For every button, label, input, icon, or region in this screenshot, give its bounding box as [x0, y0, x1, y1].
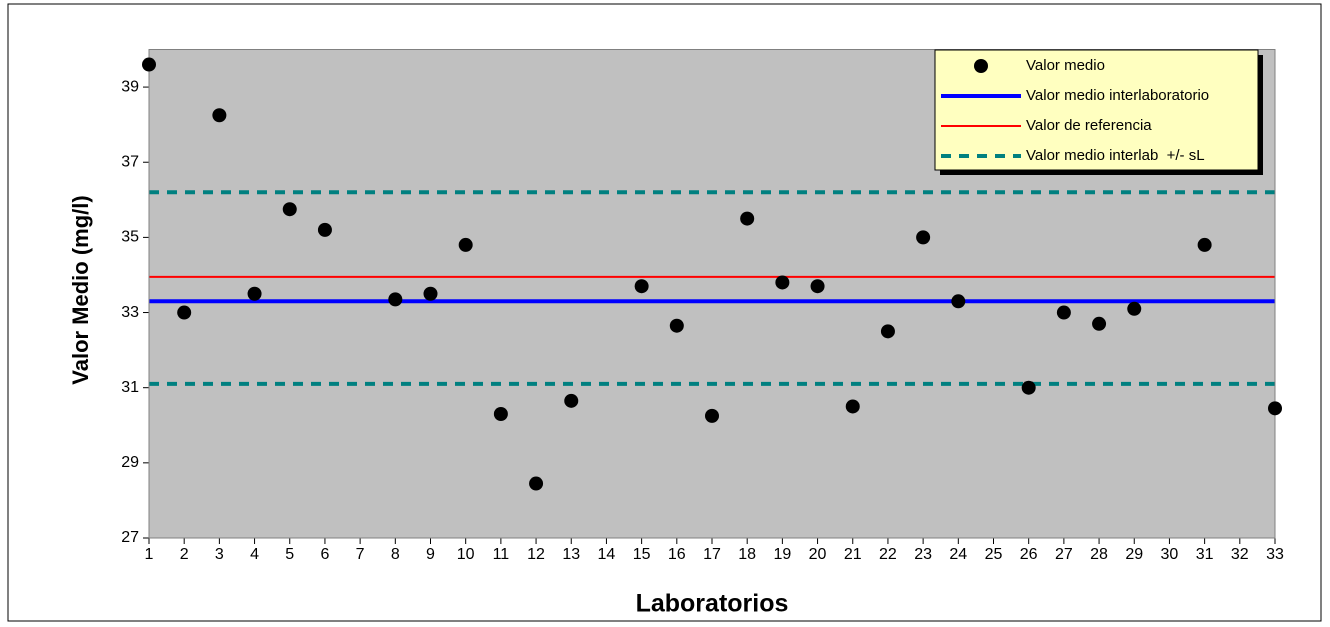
data-point — [775, 275, 790, 290]
data-point — [1268, 401, 1282, 416]
data-point — [142, 57, 156, 72]
x-tick-label: 4 — [250, 546, 259, 563]
data-point — [388, 292, 403, 307]
x-tick-label: 32 — [1231, 546, 1249, 563]
data-point — [423, 286, 438, 301]
x-tick-label: 1 — [145, 546, 154, 563]
data-point — [810, 279, 825, 294]
x-tick-label: 24 — [949, 546, 967, 563]
y-axis-title: Valor Medio (mg/l) — [68, 195, 93, 384]
y-tick-label: 33 — [121, 304, 139, 321]
x-tick-label: 20 — [809, 546, 827, 563]
legend-label: Valor de referencia — [1026, 117, 1152, 134]
x-tick-label: 2 — [180, 546, 189, 563]
data-point — [880, 324, 895, 339]
x-tick-label: 30 — [1161, 546, 1179, 563]
x-tick-label: 8 — [391, 546, 400, 563]
x-tick-label: 27 — [1055, 546, 1073, 563]
x-tick-label: 28 — [1090, 546, 1108, 563]
x-tick-label: 7 — [356, 546, 365, 563]
x-tick-label: 14 — [598, 546, 616, 563]
y-tick-label: 29 — [121, 454, 139, 471]
x-tick-label: 22 — [879, 546, 897, 563]
data-point — [529, 476, 544, 491]
data-point — [1127, 301, 1142, 316]
data-point — [740, 211, 755, 226]
y-tick-label: 31 — [121, 379, 139, 396]
y-tick-label: 35 — [121, 229, 139, 246]
legend-label: Valor medio interlab +/- sL — [1026, 147, 1205, 164]
x-tick-label: 21 — [844, 546, 862, 563]
x-tick-label: 23 — [914, 546, 932, 563]
plot-border — [148, 49, 1276, 539]
x-tick-label: 12 — [527, 546, 545, 563]
x-tick-label: 13 — [562, 546, 580, 563]
x-tick-label: 25 — [985, 546, 1003, 563]
data-point — [1197, 237, 1212, 252]
data-point — [247, 286, 262, 301]
data-point — [669, 318, 684, 333]
data-point — [705, 408, 719, 423]
x-axis-title: Laboratorios — [636, 590, 789, 618]
y-tick-label: 27 — [121, 529, 139, 546]
x-tick-label: 6 — [320, 546, 329, 563]
x-tick-label: 3 — [215, 546, 224, 563]
x-tick-label: 16 — [668, 546, 686, 563]
data-point — [317, 222, 332, 237]
x-tick-label: 29 — [1125, 546, 1143, 563]
x-tick-label: 9 — [426, 546, 435, 563]
x-tick-label: 18 — [738, 546, 756, 563]
data-point — [212, 108, 227, 123]
legend-symbol — [974, 59, 988, 73]
data-point — [458, 237, 473, 252]
x-tick-label: 15 — [633, 546, 651, 563]
data-point — [177, 305, 192, 320]
data-point — [1056, 305, 1071, 320]
legend-label: Valor medio interlaboratorio — [1026, 87, 1209, 104]
x-tick-label: 11 — [493, 546, 510, 563]
data-point — [493, 406, 508, 421]
data-point — [916, 230, 931, 245]
legend — [934, 49, 1259, 171]
data-point — [564, 393, 579, 408]
legend-label: Valor medio — [1026, 57, 1105, 74]
data-point — [634, 279, 649, 294]
x-tick-label: 26 — [1020, 546, 1038, 563]
x-tick-label: 17 — [703, 546, 721, 563]
x-tick-label: 5 — [285, 546, 294, 563]
y-tick-label: 37 — [121, 153, 139, 170]
x-tick-label: 19 — [773, 546, 791, 563]
data-point — [282, 202, 297, 217]
y-tick-label: 39 — [121, 78, 139, 95]
data-point — [1021, 380, 1036, 395]
x-tick-label: 33 — [1266, 546, 1284, 563]
x-tick-label: 31 — [1196, 546, 1214, 563]
data-point — [1092, 316, 1107, 331]
x-tick-label: 10 — [457, 546, 475, 563]
data-point — [845, 399, 860, 414]
data-point — [951, 294, 966, 309]
